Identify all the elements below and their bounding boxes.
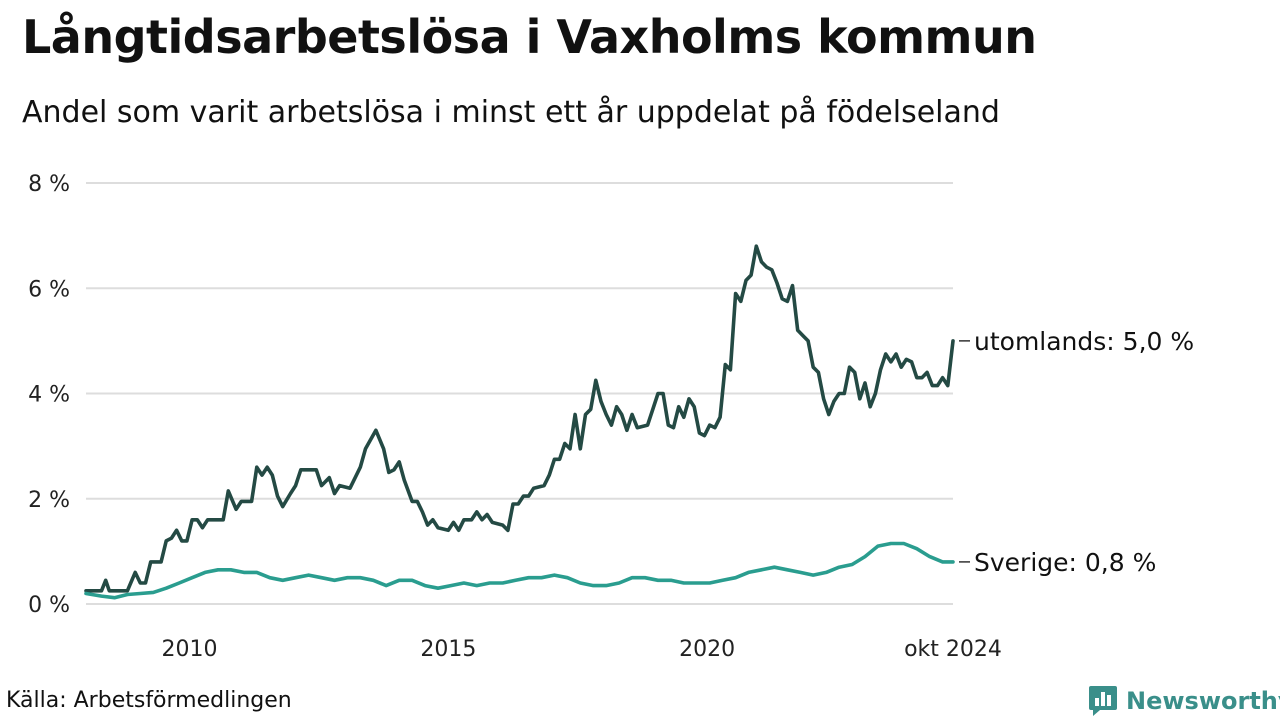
y-tick-label: 8 %	[28, 172, 70, 197]
x-tick-label: 2020	[679, 637, 735, 662]
y-tick-label: 6 %	[28, 277, 70, 302]
y-axis: 0 % 2 % 4 % 6 % 8 %	[28, 172, 70, 618]
newsworthy-logo: Newsworthy	[1088, 684, 1280, 718]
x-tick-label: 2010	[162, 637, 218, 662]
chart-subtitle: Andel som varit arbetslösa i minst ett å…	[22, 95, 1000, 130]
grid-lines	[86, 182, 953, 605]
y-tick-label: 4 %	[28, 383, 70, 408]
y-tick-label: 2 %	[28, 488, 70, 513]
x-tick-label: 2015	[420, 637, 476, 662]
series-line-Sverige	[84, 541, 955, 600]
x-tick-label: okt 2024	[904, 637, 1002, 662]
series-line-utomlands	[84, 244, 955, 593]
y-tick-label: 0 %	[28, 593, 70, 618]
series-group	[84, 244, 955, 600]
x-axis: 2010 2015 2020 okt 2024	[162, 637, 1002, 662]
source-note: Källa: Arbetsförmedlingen	[6, 688, 292, 713]
series-end-label-Sverige: Sverige: 0,8 %	[974, 548, 1156, 577]
brand-name: Newsworthy	[1126, 687, 1280, 715]
chart-title: Långtidsarbetslösa i Vaxholms kommun	[22, 10, 1037, 64]
bar-chart-speech-bubble-icon	[1089, 686, 1117, 716]
series-labels: utomlands: 5,0 % Sverige: 0,8 %	[959, 327, 1194, 577]
line-chart: 0 % 2 % 4 % 6 % 8 % 2010 2015 2020 okt 2024 uto…	[28, 172, 1194, 662]
series-end-label-utomlands: utomlands: 5,0 %	[974, 327, 1194, 356]
